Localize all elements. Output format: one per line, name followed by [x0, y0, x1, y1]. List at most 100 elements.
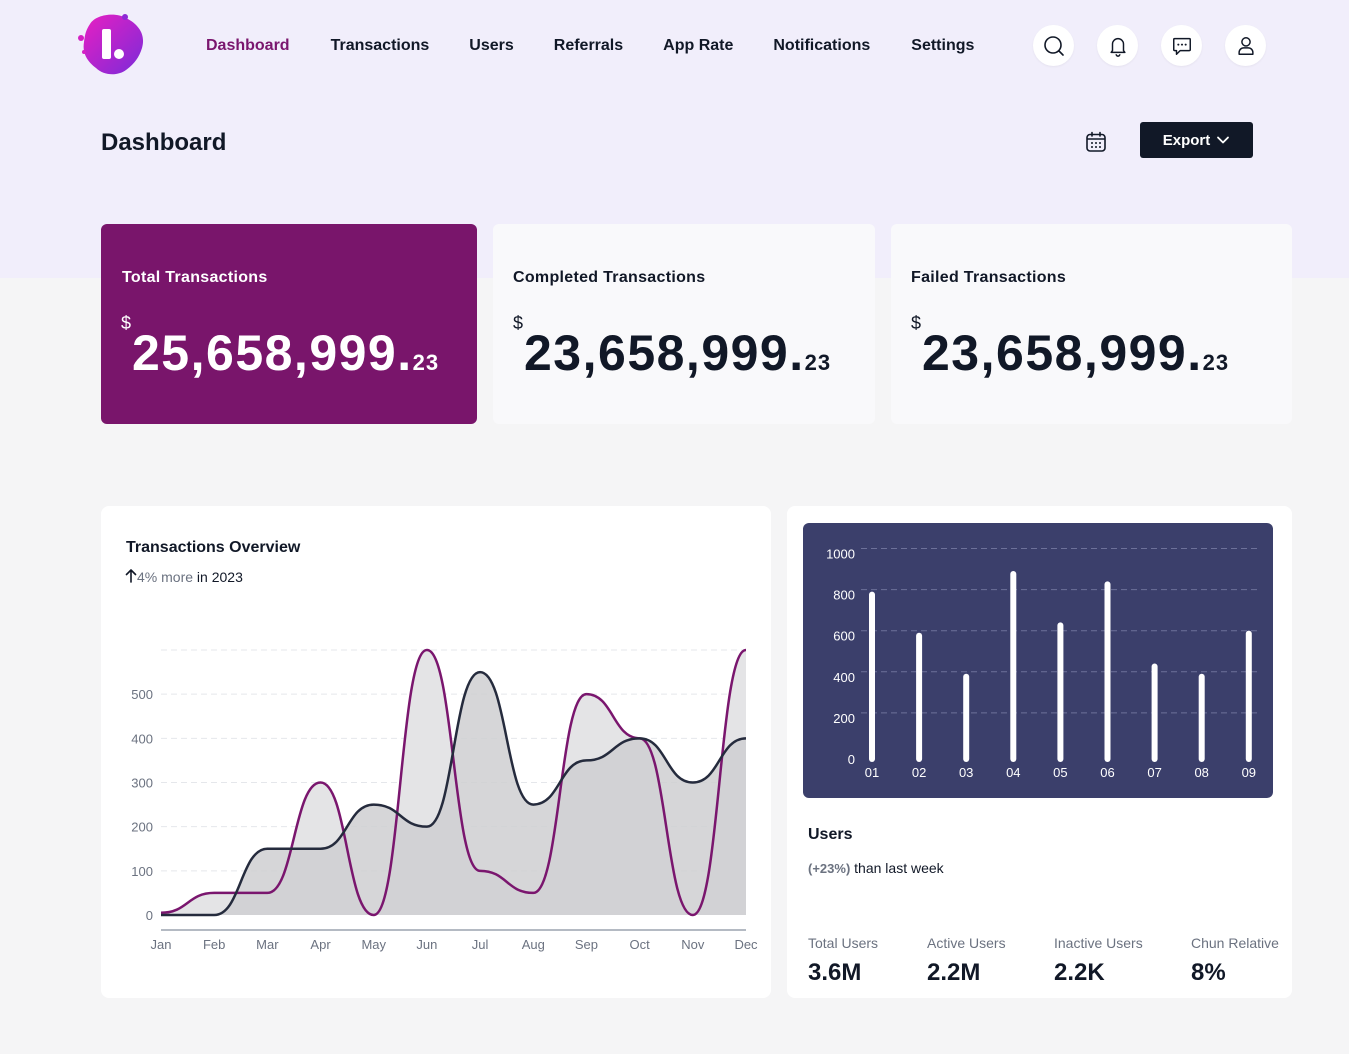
- stat-value: 23,658,999.23: [922, 324, 1229, 382]
- chat-icon: [1172, 37, 1191, 55]
- change-period: in 2023: [193, 569, 243, 585]
- user-stat-value: 2.2M: [927, 959, 981, 986]
- change-percent: 4% more: [137, 569, 194, 585]
- y-tick-label: 500: [131, 687, 153, 702]
- series-line-1: [160, 648, 747, 917]
- stat-card-failed[interactable]: Failed Transactions $ 23,658,999.23: [891, 224, 1292, 424]
- series-area-2: [161, 672, 746, 915]
- x-tick-label: Jan: [151, 937, 172, 952]
- stat-value: 23,658,999.23: [524, 324, 831, 382]
- y-tick-label: 400: [131, 731, 153, 746]
- user-icon: [1237, 36, 1254, 55]
- x-tick-label: 09: [1242, 765, 1256, 780]
- x-tick-label: 06: [1100, 765, 1114, 780]
- x-tick-label: 07: [1147, 765, 1161, 780]
- stat-value: 25,658,999.23: [132, 324, 439, 382]
- currency-symbol: $: [513, 313, 524, 333]
- x-tick-label: Jun: [416, 937, 437, 952]
- search-icon: [1043, 35, 1064, 56]
- x-tick-label: 05: [1053, 765, 1067, 780]
- x-tick-label: Oct: [630, 937, 651, 952]
- stat-label: Total Transactions: [122, 269, 268, 286]
- notifications-button[interactable]: [1097, 25, 1138, 66]
- x-tick-label: May: [361, 937, 386, 952]
- currency-symbol: $: [121, 313, 132, 333]
- chevron-down-icon: [1217, 136, 1230, 144]
- currency-symbol: $: [911, 313, 922, 333]
- x-tick-label: 04: [1006, 765, 1020, 780]
- user-stat-label: Inactive Users: [1054, 935, 1143, 951]
- nav-users[interactable]: Users: [469, 37, 514, 54]
- calendar-icon[interactable]: [1084, 130, 1108, 154]
- export-button[interactable]: Export: [1140, 122, 1253, 158]
- user-stat-active: Active Users 2.2M: [927, 935, 1006, 987]
- user-stat-value: 8%: [1191, 959, 1226, 986]
- x-tick-label: 03: [959, 765, 973, 780]
- y-tick-label: 200: [833, 711, 855, 726]
- export-label: Export: [1162, 131, 1211, 149]
- y-tick-label: 100: [131, 864, 153, 879]
- x-tick-label: Jul: [472, 937, 489, 952]
- x-tick-label: Mar: [256, 937, 279, 952]
- stat-whole: 25,658,999.: [132, 325, 413, 381]
- stat-cents: 23: [412, 350, 440, 375]
- x-tick-label: Apr: [310, 937, 331, 952]
- user-stat-value: 2.2K: [1054, 959, 1105, 986]
- x-tick-label: Feb: [203, 937, 225, 952]
- chart-title: Transactions Overview: [126, 539, 301, 556]
- profile-button[interactable]: [1225, 25, 1266, 66]
- users-bar-chart-panel: 0 200 400 600 800 1000 01 02 03 04 05 06 07 08 09: [803, 523, 1273, 798]
- arrow-up-icon: [125, 569, 137, 583]
- users-change: (+23%): [808, 861, 851, 876]
- transactions-overview-card: Transactions Overview 4% more in 2023 0 1…: [101, 506, 771, 998]
- nav-dashboard[interactable]: Dashboard: [206, 37, 290, 54]
- users-change-text: than last week: [850, 860, 944, 876]
- main-nav: Dashboard Transactions Users Referrals A…: [206, 37, 974, 55]
- stat-card-total[interactable]: Total Transactions $ 25,658,999.23: [101, 224, 477, 424]
- x-tick-label: 02: [912, 765, 926, 780]
- stat-label: Completed Transactions: [513, 269, 706, 286]
- y-tick-label: 200: [131, 820, 153, 835]
- y-tick-label: 1000: [826, 547, 855, 562]
- nav-notifications[interactable]: Notifications: [773, 37, 871, 54]
- page-title: Dashboard: [101, 129, 227, 156]
- chart-subtitle: 4% more in 2023: [125, 568, 243, 585]
- series-line-2: [161, 670, 747, 917]
- user-stat-inactive: Inactive Users 2.2K: [1054, 935, 1143, 987]
- stat-label: Failed Transactions: [911, 269, 1067, 286]
- y-tick-label: 0: [146, 908, 153, 923]
- user-stat-label: Chun Relative: [1191, 935, 1279, 951]
- y-tick-label: 0: [848, 752, 855, 767]
- x-tick-label: Nov: [681, 937, 705, 952]
- y-tick-label: 400: [833, 670, 855, 685]
- y-tick-label: 800: [833, 588, 855, 603]
- stat-whole: 23,658,999.: [922, 325, 1203, 381]
- search-button[interactable]: [1033, 25, 1074, 66]
- x-tick-label: 01: [865, 765, 879, 780]
- users-card: 0 200 400 600 800 1000 01 02 03 04 05 06 07 08 09 User…: [787, 506, 1292, 998]
- user-stat-total: Total Users 3.6M: [808, 935, 878, 987]
- x-tick-label: Dec: [734, 937, 758, 952]
- nav-settings[interactable]: Settings: [911, 37, 975, 54]
- users-subtitle: (+23%) than last week: [808, 860, 944, 876]
- stat-cents: 23: [1202, 350, 1230, 375]
- stat-card-completed[interactable]: Completed Transactions $ 23,658,999.23: [493, 224, 875, 424]
- bell-icon: [1109, 37, 1126, 57]
- messages-button[interactable]: [1161, 25, 1202, 66]
- transactions-line-chart[interactable]: 0 100 200 300 400 500 Jan Feb Mar Apr May Jun Jul Aug…: [101, 506, 771, 998]
- stat-cents: 23: [804, 350, 832, 375]
- x-tick-label: 08: [1194, 765, 1208, 780]
- nav-referrals[interactable]: Referrals: [553, 37, 624, 54]
- logo-icon[interactable]: [76, 12, 146, 76]
- users-bar-chart[interactable]: 0 200 400 600 800 1000 01 02 03 04 05 06 07 08 09: [803, 523, 1273, 798]
- nav-app-rate[interactable]: App Rate: [663, 37, 734, 54]
- x-tick-label: Sep: [575, 937, 598, 952]
- nav-transactions[interactable]: Transactions: [330, 37, 430, 54]
- user-stat-label: Active Users: [927, 935, 1006, 951]
- user-stat-churn: Chun Relative 8%: [1191, 935, 1279, 987]
- y-tick-label: 300: [131, 775, 153, 790]
- user-stat-value: 3.6M: [808, 959, 862, 986]
- user-stat-label: Total Users: [808, 935, 879, 951]
- x-tick-label: Aug: [522, 937, 545, 952]
- users-title: Users: [808, 826, 853, 843]
